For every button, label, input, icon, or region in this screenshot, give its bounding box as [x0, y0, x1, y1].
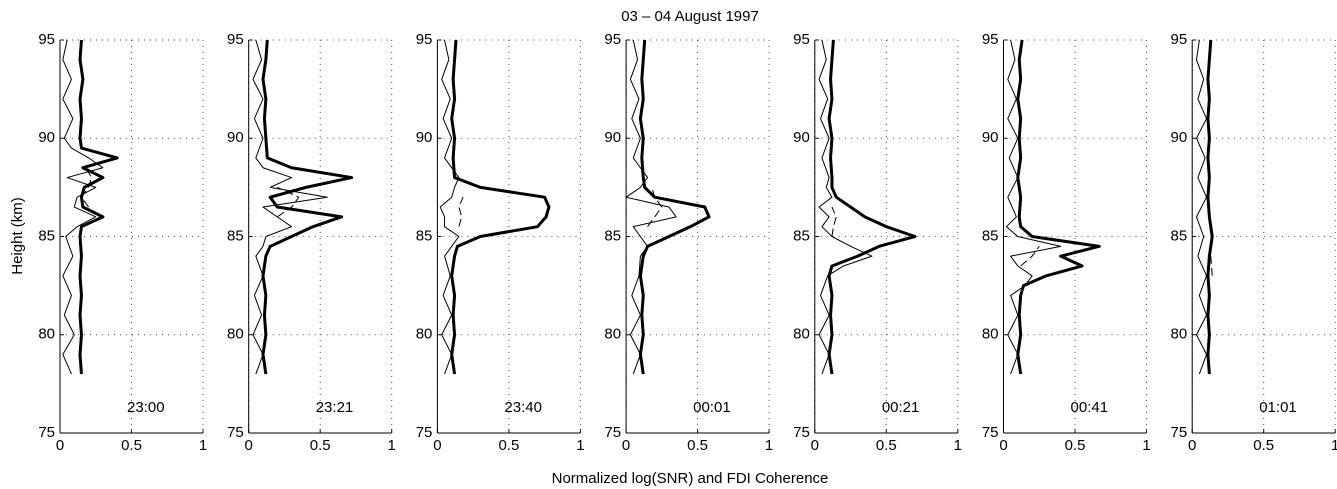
data-line [1210, 256, 1213, 276]
data-line [62, 39, 104, 375]
x-axis-label: Normalized log(SNR) and FDI Coherence [552, 470, 829, 487]
y-tick-label: 90 [604, 129, 621, 146]
y-axis-label: Height (km) [9, 197, 26, 275]
y-tick-label: 75 [604, 424, 621, 441]
panel-annotation: 23:21 [316, 399, 354, 416]
y-tick-label: 90 [416, 129, 433, 146]
y-tick-label: 95 [416, 31, 433, 48]
x-tick-label: 0.5 [1065, 437, 1086, 454]
y-tick-label: 80 [982, 326, 999, 343]
y-tick-label: 95 [38, 31, 55, 48]
data-line [827, 39, 917, 375]
x-tick-label: 1 [199, 437, 207, 454]
data-line [80, 167, 92, 208]
data-line [458, 197, 464, 227]
x-tick-label: 0 [56, 437, 64, 454]
x-tick-label: 0 [811, 437, 819, 454]
data-line [439, 39, 460, 375]
y-tick-label: 95 [227, 31, 244, 48]
data-line [818, 39, 873, 375]
x-tick-label: 1 [1142, 437, 1150, 454]
data-line [1020, 246, 1040, 267]
data-line [261, 39, 354, 375]
panel-annotation: 00:01 [693, 399, 731, 416]
panel-annotation: 00:21 [882, 399, 920, 416]
data-line [1005, 39, 1062, 375]
y-tick-label: 75 [38, 424, 55, 441]
panel-annotation: 23:00 [127, 399, 165, 416]
x-tick-label: 0.5 [121, 437, 142, 454]
y-tick-label: 95 [793, 31, 810, 48]
x-tick-label: 0 [622, 437, 630, 454]
y-tick-label: 80 [227, 326, 244, 343]
data-line [647, 187, 663, 227]
y-tick-label: 80 [38, 326, 55, 343]
y-tick-label: 90 [793, 129, 810, 146]
y-tick-label: 75 [227, 424, 244, 441]
y-tick-label: 80 [1171, 326, 1188, 343]
x-tick-label: 0.5 [498, 437, 519, 454]
x-tick-label: 1 [765, 437, 773, 454]
x-tick-label: 0 [433, 437, 441, 454]
panel-annotation: 00:41 [1071, 399, 1109, 416]
data-line [78, 39, 119, 375]
y-tick-label: 85 [416, 227, 433, 244]
data-line [277, 186, 300, 218]
data-line [1206, 39, 1214, 375]
y-tick-label: 85 [38, 227, 55, 244]
x-tick-label: 0 [1188, 437, 1196, 454]
y-tick-label: 90 [1171, 129, 1188, 146]
y-tick-label: 90 [38, 129, 55, 146]
y-tick-label: 95 [604, 31, 621, 48]
data-line [1195, 39, 1207, 375]
x-tick-label: 1 [576, 437, 584, 454]
data-line [831, 206, 837, 237]
x-tick-label: 1 [954, 437, 962, 454]
panel-annotation: 23:40 [504, 399, 542, 416]
x-tick-label: 1 [1331, 437, 1337, 454]
x-tick-label: 0.5 [876, 437, 897, 454]
panel-annotation: 01:01 [1259, 399, 1297, 416]
x-tick-label: 0 [999, 437, 1007, 454]
data-line [450, 39, 551, 375]
y-tick-label: 90 [982, 129, 999, 146]
y-tick-label: 80 [793, 326, 810, 343]
data-line [625, 39, 677, 375]
y-tick-label: 85 [1171, 227, 1188, 244]
y-tick-label: 80 [416, 326, 433, 343]
x-tick-label: 0 [245, 437, 253, 454]
y-tick-label: 85 [982, 227, 999, 244]
y-tick-label: 75 [416, 424, 433, 441]
data-line [252, 39, 328, 375]
y-tick-label: 85 [227, 227, 244, 244]
x-tick-label: 0.5 [687, 437, 708, 454]
y-tick-label: 95 [982, 31, 999, 48]
y-tick-label: 75 [793, 424, 810, 441]
y-tick-label: 75 [1171, 424, 1188, 441]
y-tick-label: 85 [604, 227, 621, 244]
y-tick-label: 85 [793, 227, 810, 244]
figure-title: 03 – 04 August 1997 [621, 8, 759, 25]
data-line [638, 39, 711, 375]
y-tick-label: 80 [604, 326, 621, 343]
x-tick-label: 0.5 [1253, 437, 1274, 454]
x-tick-label: 1 [388, 437, 396, 454]
x-tick-label: 0.5 [310, 437, 331, 454]
data-line [1016, 39, 1101, 375]
y-tick-label: 90 [227, 129, 244, 146]
y-tick-label: 75 [982, 424, 999, 441]
y-tick-label: 95 [1171, 31, 1188, 48]
